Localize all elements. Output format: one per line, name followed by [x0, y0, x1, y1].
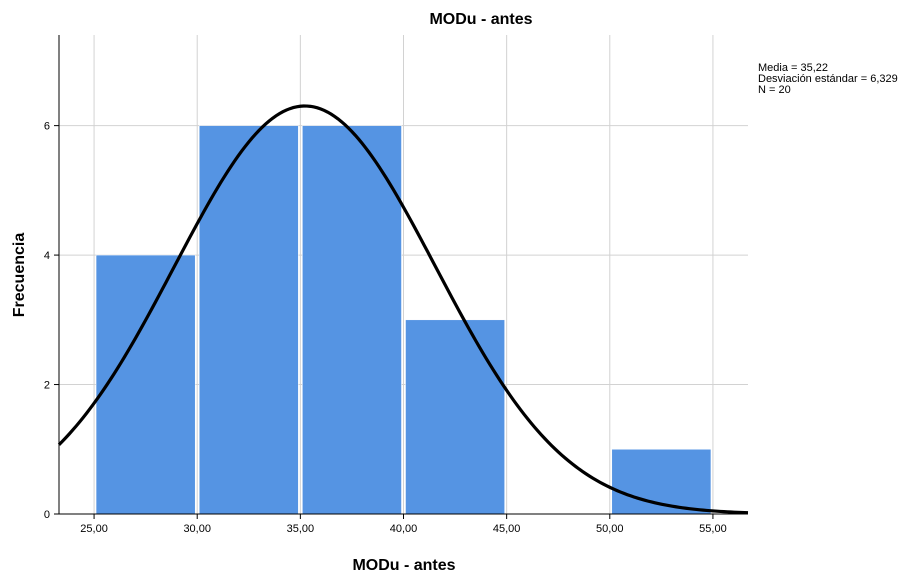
stat-std: Desviación estándar = 6,329 [758, 73, 898, 85]
histogram-bar [198, 125, 299, 515]
normal-curve [57, 104, 749, 515]
histogram-bar [95, 254, 196, 515]
y-tick-label: 2 [44, 380, 50, 392]
x-axis-label: MODu - antes [352, 557, 455, 574]
stat-n: N = 20 [758, 84, 791, 96]
stats-box: Media = 35,22 Desviación estándar = 6,32… [758, 62, 898, 96]
stat-mean: Media = 35,22 [758, 62, 828, 74]
normal-curve-layer [57, 104, 749, 515]
x-tick-label: 35,00 [287, 523, 315, 535]
grid [59, 35, 748, 514]
histogram-bar [405, 319, 505, 515]
y-axis-label: Frecuencia [11, 233, 28, 318]
x-tick-label: 50,00 [596, 523, 624, 535]
x-tick-label: 25,00 [80, 523, 108, 535]
y-tick-label: 4 [44, 250, 50, 262]
y-tick-label: 6 [44, 121, 50, 133]
chart-title: MODu - antes [429, 11, 532, 28]
x-tick-label: 55,00 [699, 523, 727, 535]
x-tick-label: 45,00 [493, 523, 521, 535]
x-tick-label: 40,00 [390, 523, 418, 535]
histogram-bar [302, 125, 402, 515]
axes: 25,00 30,00 35,00 40,00 45,00 50,00 55,00 0 2 4 6 [44, 35, 748, 535]
y-tick-label: 0 [44, 509, 50, 521]
x-tick-label: 30,00 [183, 523, 211, 535]
